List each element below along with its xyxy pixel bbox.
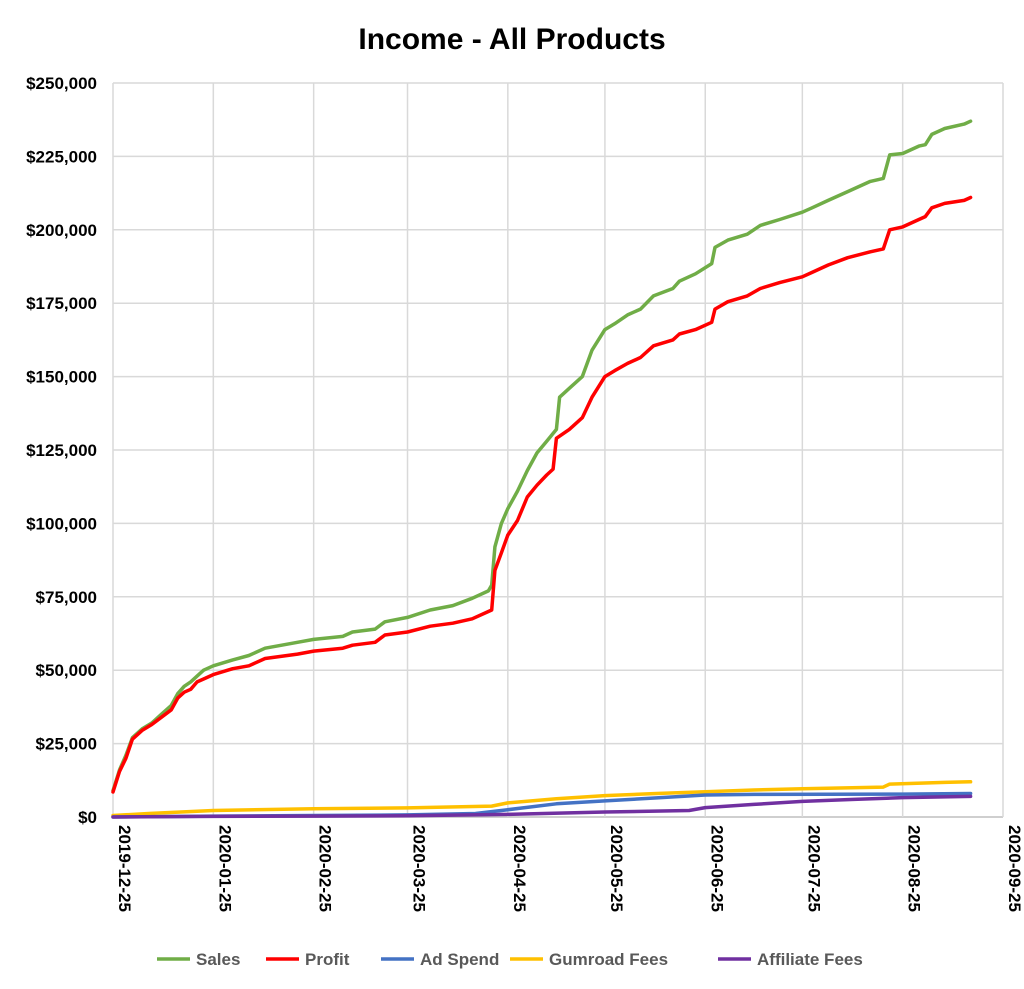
- y-tick-label: $50,000: [36, 661, 97, 680]
- series-line-gumroad-fees: [111, 780, 973, 818]
- legend-item-ad-spend: Ad Spend: [381, 950, 499, 969]
- x-tick-label: 2020-02-25: [316, 825, 335, 912]
- x-tick-label: 2019-12-25: [115, 825, 134, 912]
- y-tick-label: $250,000: [26, 74, 97, 93]
- legend-label: Affiliate Fees: [757, 950, 863, 969]
- series-layer: [111, 119, 973, 819]
- legend-item-sales: Sales: [157, 950, 240, 969]
- legend-label: Gumroad Fees: [549, 950, 668, 969]
- x-tick-label: 2020-04-25: [510, 825, 529, 912]
- chart-title: Income - All Products: [358, 23, 665, 56]
- x-axis-tick-labels: 2019-12-25 2020-01-25 2020-02-25 2020-03-25…: [115, 825, 1024, 912]
- y-tick-label: $175,000: [26, 294, 97, 313]
- y-tick-label: $125,000: [26, 441, 97, 460]
- y-tick-label: $100,000: [26, 514, 97, 533]
- x-tick-label: 2020-03-25: [410, 825, 429, 912]
- x-tick-label: 2020-06-25: [707, 825, 726, 912]
- y-tick-label: $200,000: [26, 221, 97, 240]
- y-tick-label: $150,000: [26, 368, 97, 387]
- x-tick-label: 2020-01-25: [215, 825, 234, 912]
- x-tick-label: 2020-08-25: [905, 825, 924, 912]
- legend-label: Profit: [305, 950, 350, 969]
- y-tick-label: $75,000: [36, 588, 97, 607]
- y-tick-label: $0: [78, 808, 97, 827]
- series-line-profit: [111, 195, 973, 794]
- grid-layer: [112, 82, 1004, 818]
- series-line-affiliate-fees: [111, 794, 973, 819]
- chart-legend: Sales Profit Ad Spend Gumroad Fees Affiliate…: [157, 950, 863, 969]
- x-tick-label: 2020-05-25: [607, 825, 626, 912]
- x-tick-label: 2020-07-25: [804, 825, 823, 912]
- legend-item-profit: Profit: [266, 950, 350, 969]
- y-axis-tick-labels: $0 $25,000 $50,000 $75,000 $100,000 $125,000 $…: [26, 74, 97, 827]
- legend-item-affiliate-fees: Affiliate Fees: [718, 950, 863, 969]
- y-tick-label: $25,000: [36, 735, 97, 754]
- series-line-sales: [111, 119, 973, 793]
- legend-label: Ad Spend: [420, 950, 499, 969]
- legend-item-gumroad-fees: Gumroad Fees: [510, 950, 668, 969]
- y-tick-label: $225,000: [26, 147, 97, 166]
- legend-label: Sales: [196, 950, 240, 969]
- x-tick-label: 2020-09-25: [1005, 825, 1024, 912]
